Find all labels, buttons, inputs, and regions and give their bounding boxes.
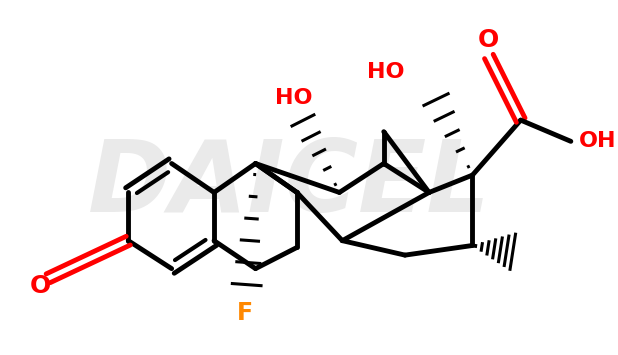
Text: O: O — [30, 274, 51, 298]
Text: DAICEL: DAICEL — [88, 136, 491, 233]
Text: HO: HO — [276, 88, 313, 108]
Text: F: F — [237, 301, 253, 325]
Text: OH: OH — [578, 131, 616, 151]
Text: HO: HO — [367, 62, 404, 82]
Text: O: O — [478, 28, 499, 52]
